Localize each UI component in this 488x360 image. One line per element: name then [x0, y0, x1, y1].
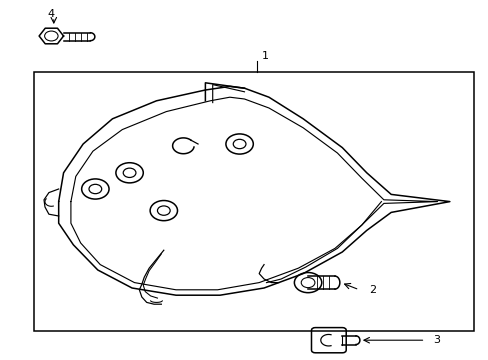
Text: 2: 2	[368, 285, 376, 295]
Text: 4: 4	[48, 9, 55, 19]
Bar	[34, 72, 473, 331]
Text: 1: 1	[261, 51, 268, 61]
Text: 3: 3	[432, 335, 439, 345]
